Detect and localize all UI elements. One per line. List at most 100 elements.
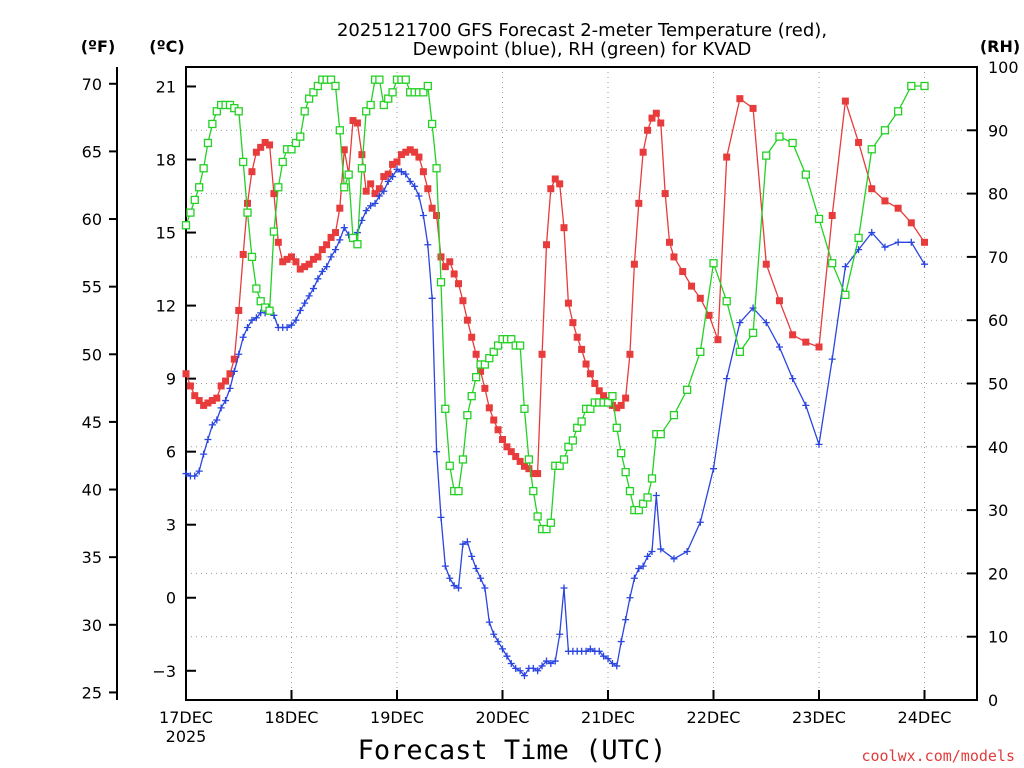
temperature-point xyxy=(477,367,485,375)
rh-point xyxy=(348,233,358,243)
rh-point xyxy=(357,164,367,173)
rh-point xyxy=(427,119,437,129)
temperature-point xyxy=(349,117,357,125)
temperature-point xyxy=(789,331,797,339)
dewpoint-point xyxy=(182,470,190,478)
dewpoint-point xyxy=(534,667,542,675)
temperature-point xyxy=(230,355,238,363)
grid-lines xyxy=(186,67,977,700)
rh-point xyxy=(682,385,692,394)
dewpoint-point xyxy=(437,513,445,521)
rh-point xyxy=(880,126,890,135)
dewpoint-point xyxy=(789,375,797,383)
dewpoint-point xyxy=(380,187,388,195)
rh-tick-label: 0 xyxy=(988,691,998,710)
temperature-point xyxy=(635,199,643,207)
rh-point xyxy=(643,493,652,502)
rh-point xyxy=(463,410,472,420)
dewpoint-point xyxy=(547,659,555,667)
fahrenheit-tick-label: 35 xyxy=(82,548,102,567)
temperature-point xyxy=(309,255,317,263)
rh-point xyxy=(762,151,771,160)
dewpoint-point xyxy=(490,630,498,638)
temperature-point xyxy=(595,387,603,395)
rh-point xyxy=(775,132,784,141)
rh-point xyxy=(555,461,564,470)
x-tick-label: 24DEC xyxy=(898,708,952,727)
temperature-point xyxy=(239,250,247,258)
dewpoint-point xyxy=(389,173,397,181)
temperature-point xyxy=(868,185,876,193)
rh-point xyxy=(893,107,903,116)
rh-point xyxy=(208,119,217,129)
dewpoint-point xyxy=(208,421,216,429)
temperature-point xyxy=(283,255,291,263)
temperature-point xyxy=(428,204,436,212)
dewpoint-point xyxy=(292,316,300,324)
rh-point xyxy=(586,404,595,413)
rh-point xyxy=(247,252,257,262)
dewpoint-point xyxy=(411,182,419,190)
rh-point xyxy=(243,208,252,217)
temperature-point xyxy=(582,360,590,368)
dewpoint-point xyxy=(736,319,744,327)
rh-point xyxy=(814,214,824,224)
celsius-tick-label: 0 xyxy=(166,589,176,608)
rh-point xyxy=(353,240,362,249)
dewpoint-point xyxy=(222,397,230,405)
temperature-point xyxy=(358,151,366,159)
rh-tick-label: 80 xyxy=(988,185,1008,204)
rh-point xyxy=(296,132,305,141)
rh-point xyxy=(828,259,837,268)
series-rh xyxy=(181,75,929,534)
fahrenheit-tick-label: 40 xyxy=(82,481,102,500)
temperature-point xyxy=(538,350,546,358)
temperature-point xyxy=(340,146,348,154)
temperature-point xyxy=(881,197,889,205)
temperature-point xyxy=(288,253,295,261)
dewpoint-point xyxy=(622,616,630,624)
dewpoint-point xyxy=(397,168,405,176)
rh-point xyxy=(854,233,863,243)
temperature-point xyxy=(591,380,599,387)
dewpoint-point xyxy=(318,268,326,276)
temperature-point xyxy=(336,204,344,212)
dewpoint-point xyxy=(309,285,317,293)
temperature-point xyxy=(380,173,388,181)
x-tick-label: 18DEC xyxy=(265,708,319,727)
temperature-point xyxy=(424,185,432,193)
temperature-point xyxy=(248,168,256,176)
rh-point xyxy=(335,126,344,135)
chart-title-line1: 2025121700 GFS Forecast 2-meter Temperat… xyxy=(337,20,827,41)
dewpoint-point xyxy=(600,652,608,660)
celsius-tick-label: 12 xyxy=(156,297,176,316)
celsius-tick-label: 6 xyxy=(166,443,176,462)
temperature-point xyxy=(547,185,555,193)
rh-point xyxy=(709,259,718,268)
dewpoint-point xyxy=(402,170,410,178)
dewpoint-point xyxy=(630,574,638,582)
temperature-point xyxy=(331,229,339,237)
temperature-point xyxy=(534,470,542,478)
rh-point xyxy=(384,94,393,103)
temperature-point xyxy=(375,185,383,193)
temperature-point xyxy=(617,401,625,409)
rh-point xyxy=(256,297,265,306)
temperature-point xyxy=(564,299,572,307)
temperature-point xyxy=(802,338,810,346)
temperature-point xyxy=(191,392,199,400)
rh-point xyxy=(638,499,648,508)
temperature-point xyxy=(542,241,550,249)
temperature-point xyxy=(736,95,744,103)
rh-point xyxy=(841,290,850,300)
temperature-point xyxy=(507,448,515,456)
rh-point xyxy=(612,423,621,432)
dewpoint-point xyxy=(239,333,247,341)
temperature-point xyxy=(208,397,216,405)
dewpoint-point xyxy=(516,667,524,675)
dewpoint-point xyxy=(375,192,383,200)
rh-point xyxy=(529,486,538,496)
x-tick-label: 21DEC xyxy=(581,708,635,727)
dewpoint-point xyxy=(384,177,392,185)
